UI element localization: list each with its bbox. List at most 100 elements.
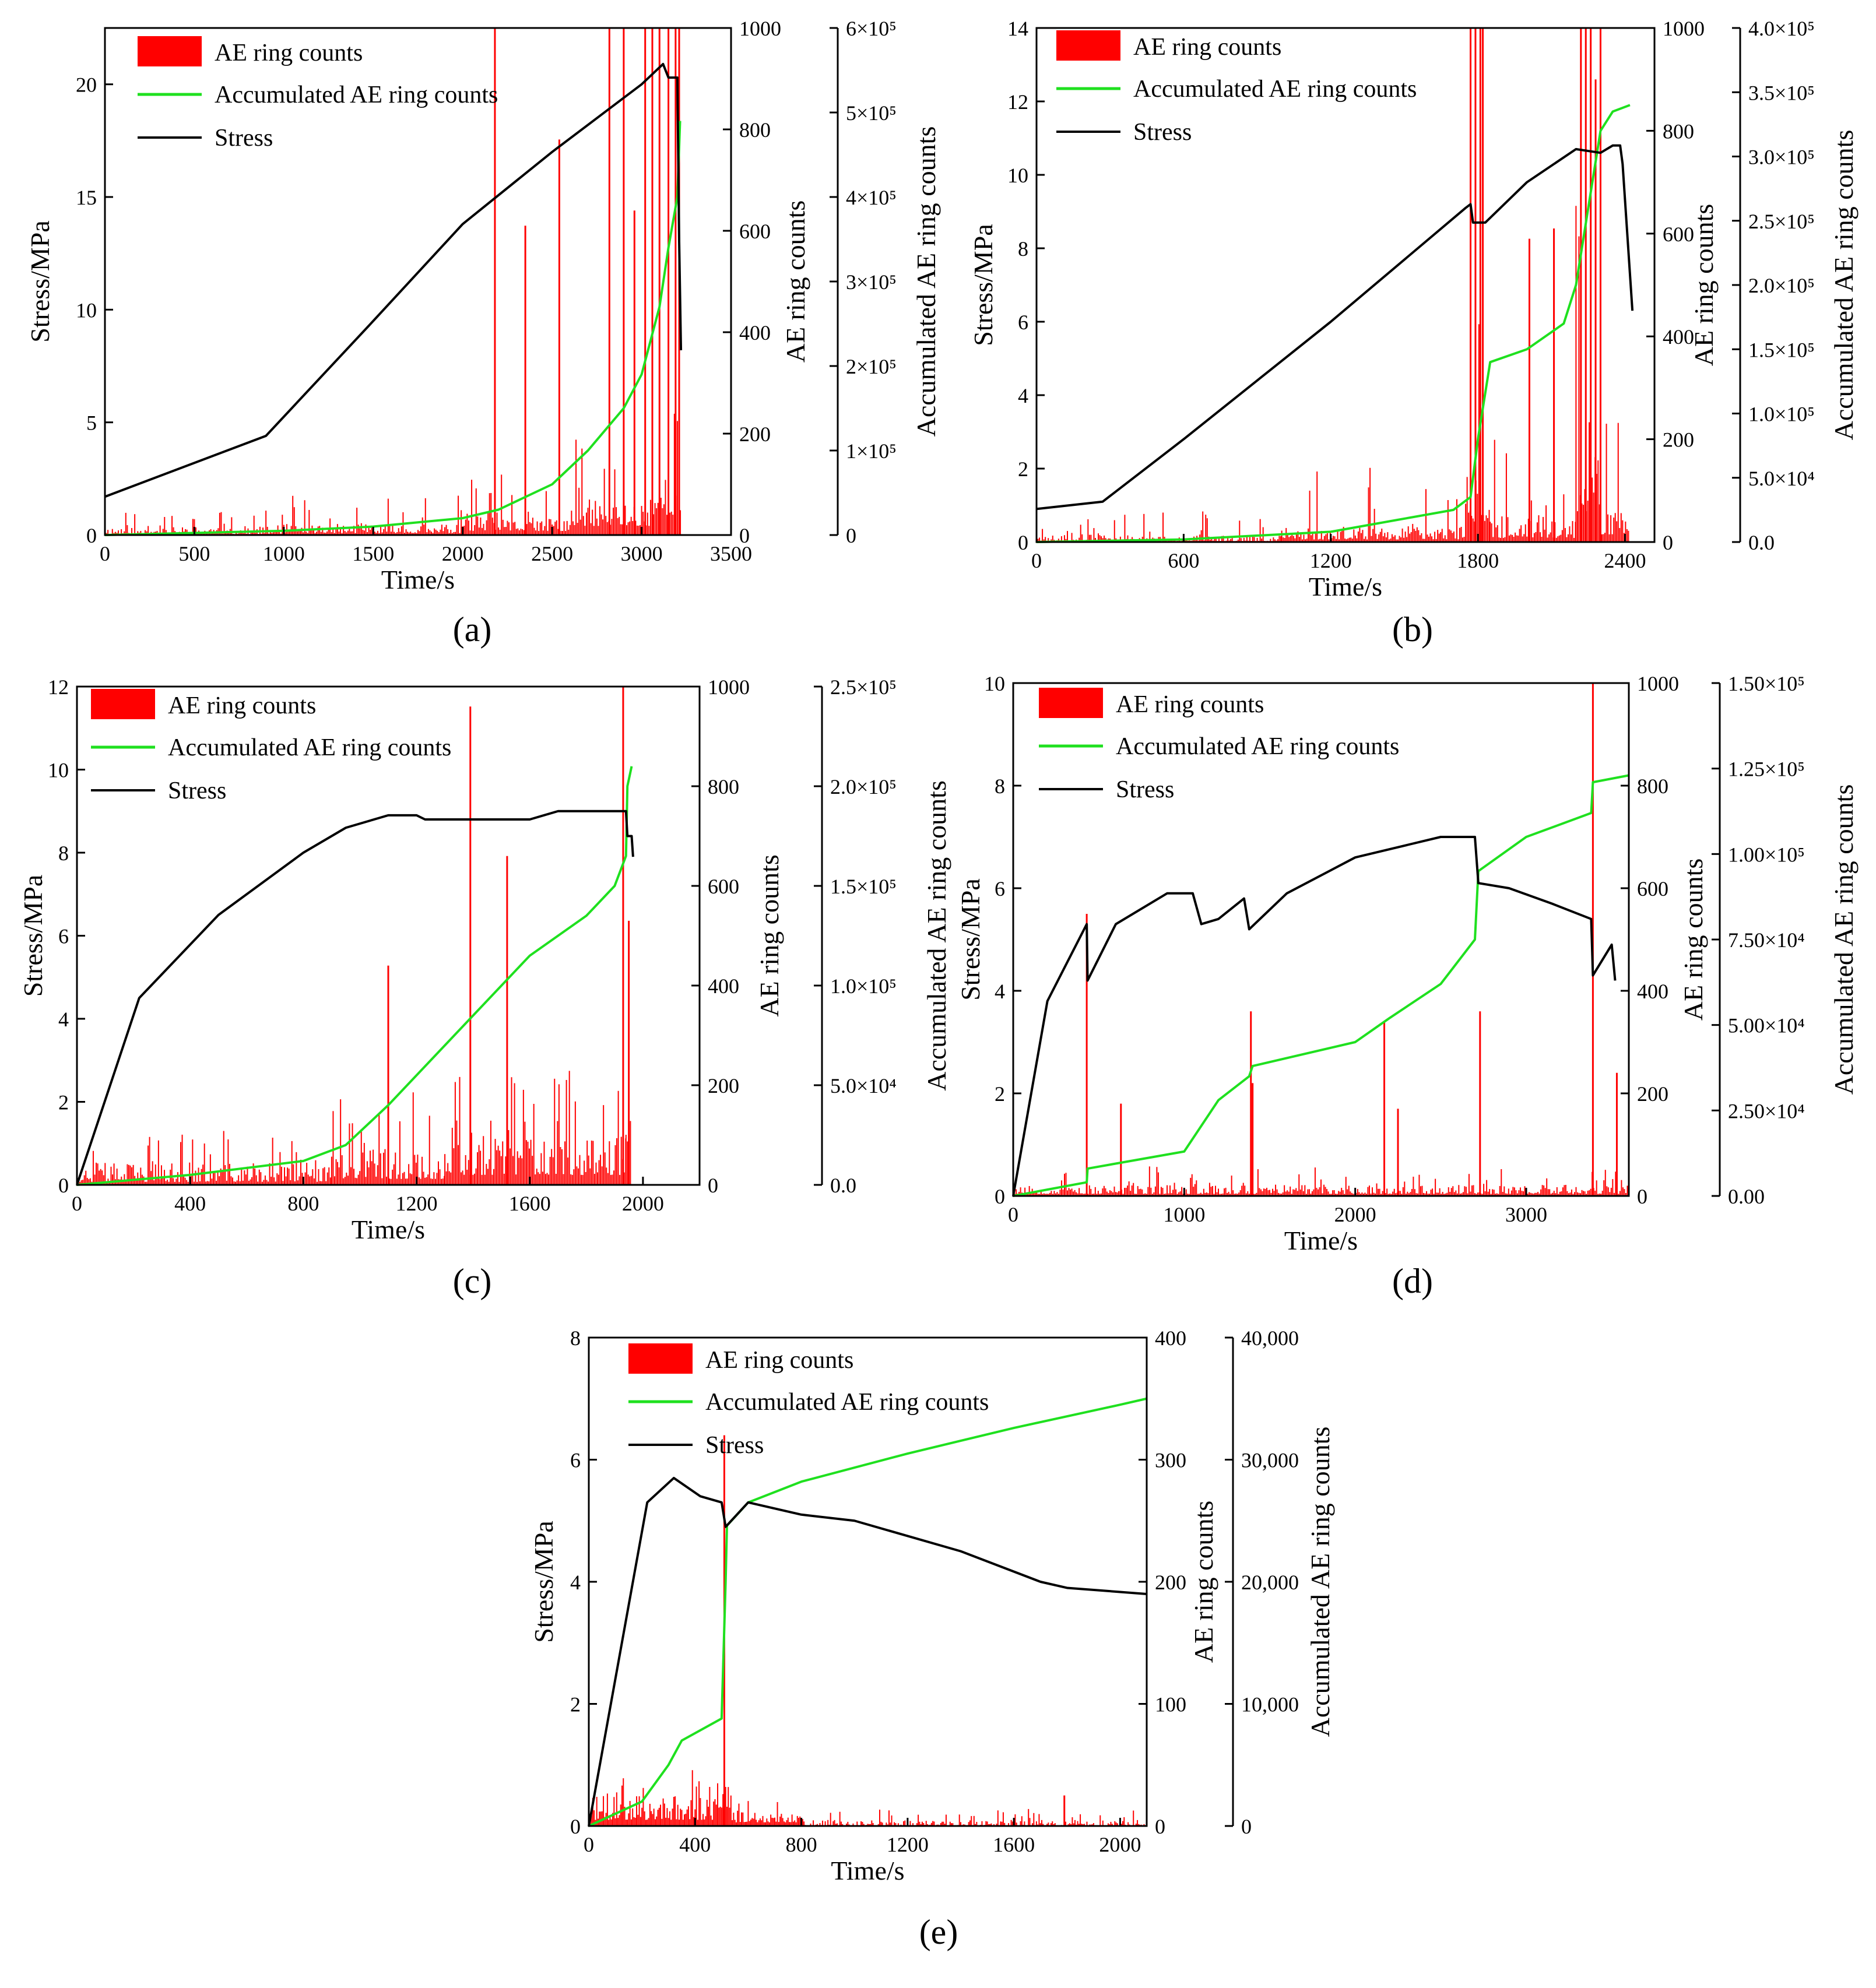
accumulated-ae-line (1013, 774, 1629, 1197)
y-right2-tick-label: 3.5×10⁵ (1748, 81, 1815, 104)
y-right2-tick-label: 0.0 (1748, 531, 1775, 554)
y-axis-label-left: Stress/MPa (529, 1521, 558, 1643)
y-left-tick-label: 6 (570, 1449, 581, 1472)
x-tick-label: 3000 (1505, 1203, 1547, 1226)
y-left-tick-label: 8 (995, 775, 1005, 798)
ae-ring-count-bars (1013, 683, 1629, 1196)
panel-label: (a) (453, 610, 492, 649)
y-axis-label-right: AE ring counts (1678, 858, 1708, 1021)
y-left-tick-label: 4 (1018, 384, 1028, 407)
y-right2-tick-label: 2.5×10⁵ (1748, 210, 1815, 233)
y-left-tick-label: 4 (995, 980, 1005, 1003)
legend: AE ring counts Accumulated AE ring counts… (628, 1343, 989, 1459)
legend-label-ae: AE ring counts (168, 692, 316, 719)
legend: AE ring counts Accumulated AE ring counts… (91, 689, 451, 804)
y-right2-tick-label: 5.00×10⁴ (1728, 1014, 1805, 1037)
y-right-tick-label: 1000 (708, 675, 750, 699)
y-left-tick-label: 2 (995, 1082, 1005, 1106)
y-right-tick-label: 600 (1663, 223, 1694, 246)
y-left-tick-label: 0 (86, 524, 97, 547)
stress-line (1012, 836, 1617, 1197)
y-right2-tick-label: 40,000 (1241, 1326, 1299, 1350)
ae-ring-count-bars (588, 1435, 1146, 1826)
x-axis-label: Time/s (831, 1856, 904, 1885)
y-right2-tick-label: 5.0×10⁴ (830, 1074, 897, 1097)
x-tick-label: 2000 (442, 542, 484, 565)
y-axis-label-right: AE ring counts (781, 200, 810, 363)
stress-line (76, 810, 634, 1185)
y-left-tick-label: 12 (1007, 90, 1028, 114)
x-tick-label: 1200 (396, 1192, 438, 1215)
legend-label-stress: Stress (168, 777, 226, 804)
x-tick-label: 1600 (509, 1192, 551, 1215)
y-right2-tick-label: 0 (1241, 1815, 1252, 1838)
y-right-tick-label: 1000 (739, 17, 781, 40)
y-right-tick-label: 100 (1155, 1693, 1186, 1716)
accumulated-ae-line (588, 1397, 1147, 1827)
x-axis-label: Time/s (1309, 572, 1382, 601)
stress-line (104, 62, 683, 498)
accumulated-ae-line (104, 121, 681, 536)
y-right2-tick-label: 4×10⁵ (846, 186, 897, 209)
panel-label: (b) (1392, 610, 1433, 649)
y-left-tick-label: 8 (1018, 237, 1028, 261)
y-right-tick-label: 400 (739, 321, 771, 344)
legend-label-ae: AE ring counts (705, 1347, 853, 1374)
legend-label-stress: Stress (705, 1432, 764, 1459)
y-axis-label-right2: Accumulated AE ring counts (1305, 1427, 1335, 1737)
stress-line (588, 1476, 1147, 1827)
chart-panel-a: 0 500 1000 1500 2000 2500 3000 3500051015200200… (25, 17, 941, 649)
x-tick-label: 400 (174, 1192, 206, 1215)
x-axis-label: Time/s (1284, 1226, 1358, 1255)
x-tick-label: 0 (584, 1833, 594, 1856)
y-right-tick-label: 800 (708, 775, 739, 798)
y-left-tick-label: 8 (570, 1326, 581, 1350)
y-left-tick-label: 10 (76, 298, 97, 322)
y-right2-tick-label: 2.50×10⁴ (1728, 1099, 1805, 1123)
legend-label-accumulated: Accumulated AE ring counts (168, 734, 451, 761)
y-left-tick-label: 2 (570, 1693, 581, 1716)
x-tick-label: 3000 (621, 542, 663, 565)
panel-label: (d) (1392, 1262, 1433, 1300)
x-tick-label: 400 (679, 1833, 711, 1856)
y-right2-tick-label: 1.5×10⁵ (1748, 338, 1815, 361)
ae-ring-count-bars (104, 28, 681, 535)
y-left-tick-label: 6 (995, 877, 1005, 900)
legend-label-ae: AE ring counts (1133, 34, 1281, 61)
y-right-tick-label: 300 (1155, 1449, 1186, 1472)
legend-label-accumulated: Accumulated AE ring counts (705, 1389, 989, 1416)
x-tick-label: 2000 (622, 1192, 664, 1215)
x-tick-label: 1500 (352, 542, 394, 565)
y-axis-label-right: AE ring counts (754, 854, 784, 1017)
y-right2-tick-label: 1.5×10⁵ (830, 875, 897, 898)
accumulated-ae-line (1036, 104, 1631, 543)
legend: AE ring counts Accumulated AE ring counts… (138, 36, 498, 152)
y-axis-label-left: Stress/MPa (955, 878, 985, 1001)
y-left-tick-label: 10 (984, 672, 1005, 695)
y-right-tick-label: 0 (739, 524, 750, 547)
y-right2-tick-label: 30,000 (1241, 1449, 1299, 1472)
plot-frame (1035, 27, 1656, 543)
x-tick-label: 1000 (1163, 1203, 1205, 1226)
y-right2-tick-label: 0.00 (1728, 1185, 1765, 1208)
y-right2-tick-label: 2.5×10⁵ (830, 675, 897, 699)
y-axis-label-left: Stress/MPa (968, 224, 998, 346)
y-right-tick-label: 600 (1637, 877, 1668, 900)
x-tick-label: 2500 (531, 542, 573, 565)
y-right-tick-label: 200 (739, 423, 771, 446)
y-axis-label-right2: Accumulated AE ring counts (1829, 784, 1859, 1095)
y-left-tick-label: 6 (58, 925, 69, 948)
x-tick-label: 800 (287, 1192, 319, 1215)
y-left-tick-label: 4 (58, 1008, 69, 1031)
chart-panel-b: 0 600 1200 1800 2400 0 2 4 6 8 10 12 14 0 200 400 600 800… (968, 17, 1859, 649)
legend-label-accumulated: Accumulated AE ring counts (215, 82, 498, 108)
y-left-tick-label: 0 (570, 1815, 581, 1838)
legend-label-stress: Stress (1116, 776, 1174, 803)
y-right2-tick-label: 0.0 (830, 1174, 856, 1197)
y-right2-tick-label: 4.0×10⁵ (1748, 17, 1815, 40)
y-right2-tick-label: 6×10⁵ (846, 17, 897, 40)
y-left-tick-label: 12 (48, 675, 69, 699)
legend-swatch-ae (138, 36, 202, 66)
legend-label-ae: AE ring counts (1116, 691, 1264, 718)
legend-swatch-ae (91, 689, 155, 719)
